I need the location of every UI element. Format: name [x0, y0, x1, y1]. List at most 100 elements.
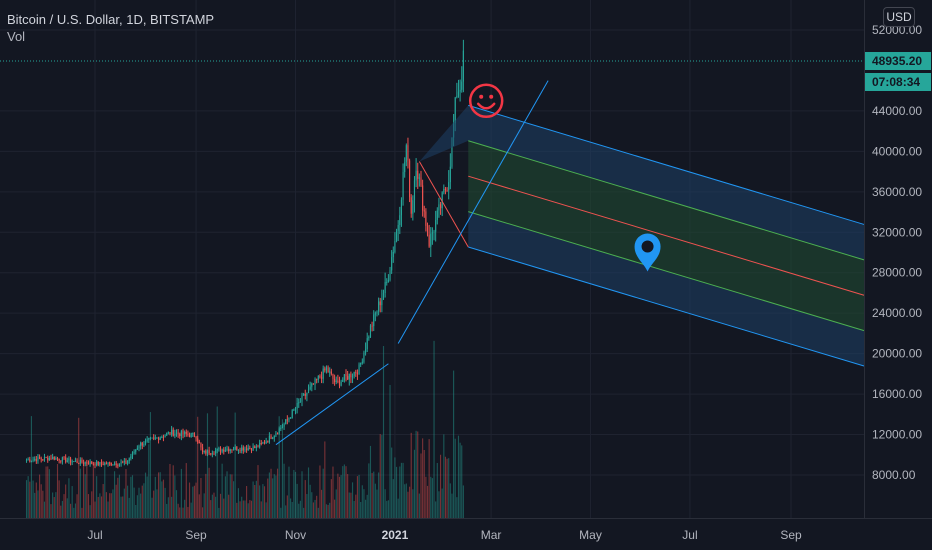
candle-body	[317, 376, 319, 380]
candle-body	[350, 373, 352, 378]
volume-bar	[276, 468, 279, 518]
candle-body	[113, 463, 116, 465]
volume-bar	[431, 478, 433, 518]
volume-bar	[231, 474, 233, 518]
volume-bar	[254, 485, 256, 518]
volume-bar	[169, 463, 171, 518]
volume-bar	[193, 485, 195, 518]
volume-bar	[215, 496, 217, 518]
volume-bar	[405, 483, 407, 518]
candle-body	[153, 437, 155, 439]
candle-body	[162, 436, 165, 438]
candle-body	[353, 371, 355, 376]
volume-bar	[281, 419, 284, 518]
volume-bar	[265, 502, 267, 518]
volume-bar	[202, 507, 204, 518]
volume-bar	[52, 492, 54, 518]
volume-bar	[242, 500, 244, 518]
volume-bar	[187, 506, 189, 518]
volume-bar	[304, 480, 306, 518]
candle-body	[296, 402, 298, 409]
candle-body	[144, 440, 147, 445]
candle-body	[236, 446, 238, 451]
candle-body	[356, 372, 358, 375]
volume-bar	[316, 495, 318, 518]
volume-bar	[255, 480, 257, 518]
candle-body	[347, 376, 349, 380]
volume-bar	[213, 492, 215, 518]
candle-body	[156, 437, 158, 439]
candle-body	[65, 457, 67, 462]
volume-bar	[449, 483, 451, 518]
candle-body	[246, 448, 248, 451]
volume-bar	[462, 485, 464, 518]
candle-body	[312, 383, 314, 385]
volume-bar	[441, 488, 443, 518]
candle-body	[219, 448, 222, 452]
volume-bar	[223, 498, 225, 518]
candle-body	[382, 293, 385, 299]
volume-bar	[166, 503, 168, 518]
volume-bar	[342, 466, 344, 518]
volume-bar	[198, 494, 200, 518]
volume-bar	[456, 497, 458, 518]
candle-body	[216, 448, 218, 451]
volume-bar	[97, 496, 99, 518]
volume-bar	[400, 462, 403, 518]
candle-body	[87, 463, 90, 465]
candle-body	[462, 50, 464, 82]
volume-bar	[404, 484, 406, 518]
volume-bar	[312, 502, 314, 518]
volume-bar	[415, 430, 417, 518]
candle-body	[242, 447, 244, 451]
candle-body	[73, 461, 75, 463]
candle-body	[441, 192, 443, 209]
candle-body	[369, 325, 372, 338]
volume-bar	[246, 486, 248, 518]
volume-bar	[407, 491, 409, 518]
volume-bar	[120, 496, 122, 518]
candle-body	[211, 453, 213, 455]
candle-body	[329, 371, 331, 373]
volume-bar	[61, 500, 63, 518]
candle-body	[148, 438, 150, 440]
candle-body	[338, 380, 341, 386]
volume-bar	[131, 475, 134, 518]
candle-body	[360, 362, 362, 365]
candle-body	[413, 180, 416, 201]
candle-body	[422, 185, 424, 211]
candle-body	[351, 375, 354, 378]
volume-bar	[443, 434, 445, 518]
candle-body	[304, 394, 306, 396]
candle-body	[99, 461, 101, 465]
candle-body	[104, 463, 106, 466]
volume-bar	[76, 494, 78, 518]
volume-bar	[448, 458, 450, 518]
volume-bar	[298, 503, 300, 518]
candle-body	[378, 301, 380, 312]
candle-body	[379, 301, 381, 306]
candle-body	[446, 190, 448, 192]
candle-body	[249, 448, 251, 450]
trendline	[275, 363, 389, 446]
candle-body	[48, 458, 50, 461]
volume-bar	[91, 491, 93, 518]
volume-bar	[161, 481, 163, 518]
volume-bar	[413, 449, 416, 518]
candle-body	[171, 429, 173, 435]
candle-body	[268, 435, 270, 443]
trendline	[397, 80, 549, 344]
volume-bar	[74, 503, 77, 518]
currency-button[interactable]: USD	[883, 7, 915, 27]
candle-body	[195, 436, 197, 439]
candle-body	[61, 457, 63, 462]
pitchfork	[418, 104, 865, 367]
candle-body	[143, 444, 145, 446]
candle-body	[27, 459, 29, 461]
candle-body	[397, 224, 399, 231]
volume-bar	[58, 480, 60, 518]
volume-bar	[94, 501, 96, 518]
candle-body	[298, 402, 300, 404]
